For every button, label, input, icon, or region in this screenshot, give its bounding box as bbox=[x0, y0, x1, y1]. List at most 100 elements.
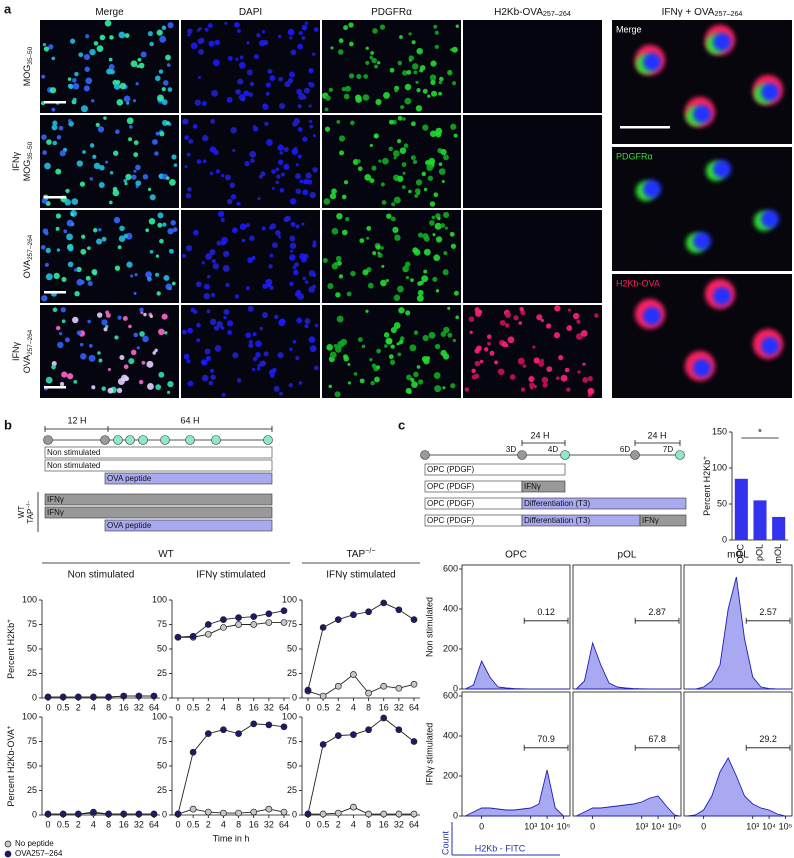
cell bbox=[216, 240, 222, 246]
y-tick-label: 25 bbox=[157, 785, 167, 795]
cell bbox=[594, 313, 599, 318]
duration-label: 12 H bbox=[67, 415, 86, 425]
cell bbox=[345, 217, 350, 222]
cell bbox=[161, 25, 167, 31]
cell bbox=[257, 197, 261, 201]
cell bbox=[300, 256, 307, 263]
y-tick-label: 50 bbox=[287, 643, 297, 653]
cell bbox=[397, 285, 404, 293]
cell bbox=[541, 376, 549, 384]
cell bbox=[430, 60, 437, 67]
cell bbox=[278, 319, 286, 327]
text-part: H2Kb-OVA bbox=[494, 7, 543, 18]
cell bbox=[423, 235, 430, 242]
cell bbox=[168, 248, 174, 254]
cell bbox=[347, 381, 352, 385]
cell bbox=[275, 230, 281, 236]
cell bbox=[139, 331, 145, 337]
cell bbox=[366, 225, 372, 231]
cell bbox=[252, 126, 259, 132]
x-tick-label: 0.5 bbox=[317, 819, 330, 829]
cell bbox=[171, 281, 176, 286]
cell bbox=[293, 269, 299, 276]
cell bbox=[133, 152, 139, 158]
cell bbox=[564, 367, 570, 373]
chart-title: IFNγ stimulated bbox=[196, 570, 265, 581]
cell bbox=[335, 292, 341, 298]
cell bbox=[577, 370, 581, 374]
cell bbox=[140, 51, 147, 58]
cell bbox=[297, 104, 302, 109]
cell bbox=[117, 245, 122, 250]
cell bbox=[230, 194, 237, 200]
data-point bbox=[135, 692, 143, 700]
cell bbox=[124, 33, 130, 38]
cell bbox=[126, 117, 134, 125]
cell bbox=[158, 69, 164, 74]
cell bbox=[416, 47, 423, 55]
day-label: 3D bbox=[506, 445, 516, 454]
cell bbox=[410, 377, 415, 383]
cell bbox=[159, 238, 164, 244]
cell bbox=[370, 51, 375, 55]
cell bbox=[210, 119, 216, 124]
cell bbox=[388, 119, 394, 125]
cell bbox=[248, 92, 253, 97]
cell bbox=[134, 273, 138, 277]
y-axis-label: Count bbox=[440, 831, 450, 856]
cell bbox=[285, 215, 291, 222]
cell bbox=[443, 251, 448, 256]
cell bbox=[375, 244, 381, 250]
cell bbox=[517, 357, 525, 365]
x-tick-label: 10³ bbox=[635, 821, 648, 831]
cell bbox=[558, 355, 564, 361]
cell bbox=[113, 83, 121, 90]
data-point bbox=[189, 632, 197, 640]
timepoint bbox=[420, 450, 430, 460]
cell bbox=[356, 159, 361, 164]
cell bbox=[113, 150, 119, 156]
row-label: Non stimulated bbox=[424, 597, 434, 657]
timepoint bbox=[630, 450, 640, 460]
cell bbox=[413, 330, 419, 335]
x-tick-label: 32 bbox=[264, 819, 274, 829]
gate-label: 0.12 bbox=[537, 607, 555, 617]
cell bbox=[447, 69, 453, 76]
cell bbox=[386, 213, 392, 219]
cell bbox=[226, 198, 233, 205]
cell bbox=[42, 42, 47, 47]
legend-label: No peptide bbox=[15, 839, 54, 848]
y-tick-label: 400 bbox=[443, 730, 458, 740]
cell bbox=[67, 245, 74, 252]
cell bbox=[277, 144, 284, 151]
cell bbox=[224, 21, 228, 25]
x-tick-label: 32 bbox=[134, 819, 144, 829]
cell bbox=[40, 244, 46, 250]
cell bbox=[450, 383, 456, 389]
cell bbox=[216, 320, 223, 328]
cell bbox=[413, 70, 418, 75]
cell bbox=[451, 81, 457, 86]
cell bbox=[440, 148, 447, 156]
data-point bbox=[120, 810, 128, 818]
cell bbox=[211, 89, 219, 97]
data-point bbox=[44, 693, 52, 701]
histogram-area bbox=[465, 769, 569, 817]
cell bbox=[170, 220, 176, 226]
cell bbox=[464, 387, 470, 392]
cell bbox=[165, 176, 170, 180]
cell bbox=[440, 331, 447, 337]
y-tick-label: 0 bbox=[162, 692, 167, 702]
micrograph-bg bbox=[40, 115, 179, 208]
cell bbox=[53, 272, 60, 280]
data-point bbox=[350, 611, 357, 619]
cell bbox=[155, 384, 162, 390]
cell bbox=[408, 55, 415, 61]
cell bbox=[404, 97, 412, 105]
y-tick-label: 100 bbox=[282, 711, 297, 721]
data-point bbox=[220, 726, 227, 734]
cell bbox=[313, 365, 319, 371]
cell bbox=[297, 43, 304, 50]
y-tick-label: 600 bbox=[443, 690, 458, 700]
